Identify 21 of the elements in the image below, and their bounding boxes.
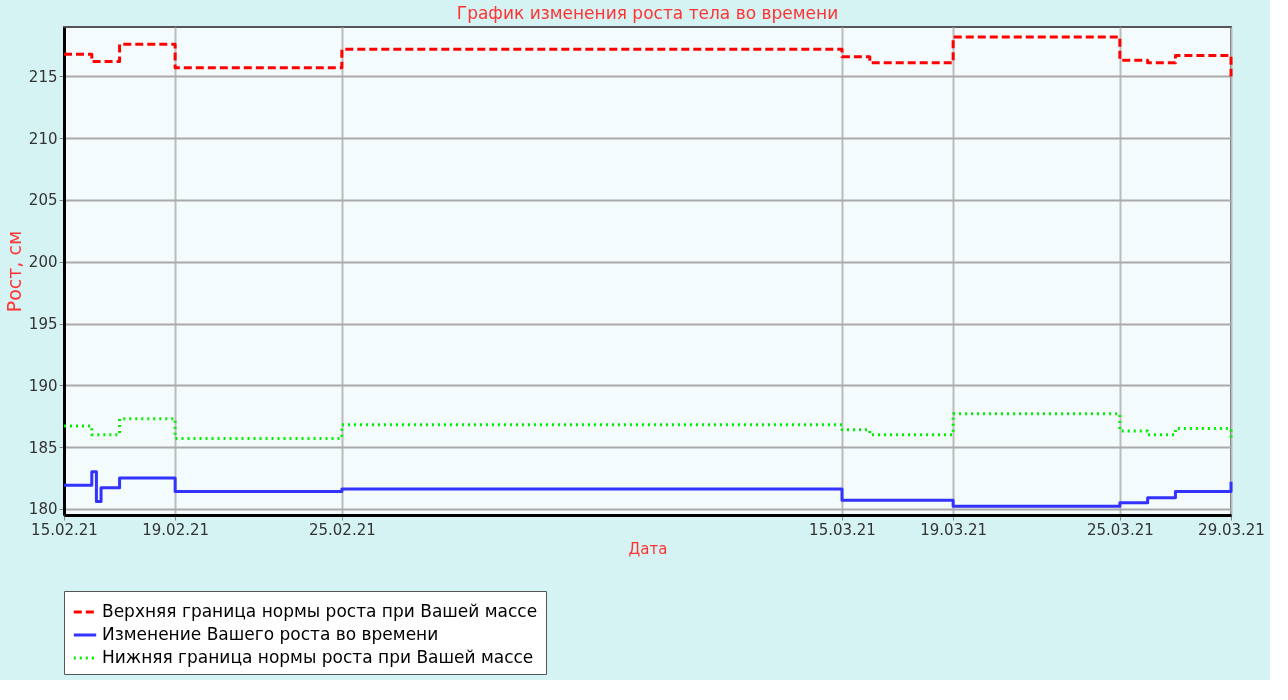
- y-tick-label: 185: [28, 438, 58, 457]
- y-tick-label: 190: [28, 376, 58, 395]
- y-tick-label: 195: [28, 315, 58, 334]
- legend-label: Верхняя граница нормы роста при Вашей массе: [102, 601, 538, 621]
- y-axis-title: Рост, см: [2, 230, 25, 313]
- x-tick-label: 15.02.21: [31, 520, 98, 539]
- y-tick-label: 215: [28, 67, 58, 86]
- x-tick-label: 19.02.21: [142, 520, 210, 539]
- y-tick-label: 180: [28, 500, 58, 519]
- chart-title: График изменения роста тела во времени: [456, 3, 839, 23]
- x-tick-label: 15.03.21: [809, 520, 876, 539]
- x-tick-label: 25.02.21: [308, 520, 376, 539]
- legend-label: Изменение Вашего роста во времени: [102, 624, 439, 644]
- y-tick-label: 210: [28, 129, 58, 148]
- x-axis-title: Дата: [628, 539, 668, 558]
- legend-label: Нижняя граница нормы роста при Вашей массе: [102, 647, 534, 667]
- y-tick-label: 205: [28, 191, 58, 210]
- x-tick-label: 25.03.21: [1086, 520, 1154, 539]
- x-tick-label: 29.03.21: [1198, 520, 1265, 539]
- y-tick-label: 200: [28, 253, 58, 272]
- x-tick-label: 19.03.21: [920, 520, 988, 539]
